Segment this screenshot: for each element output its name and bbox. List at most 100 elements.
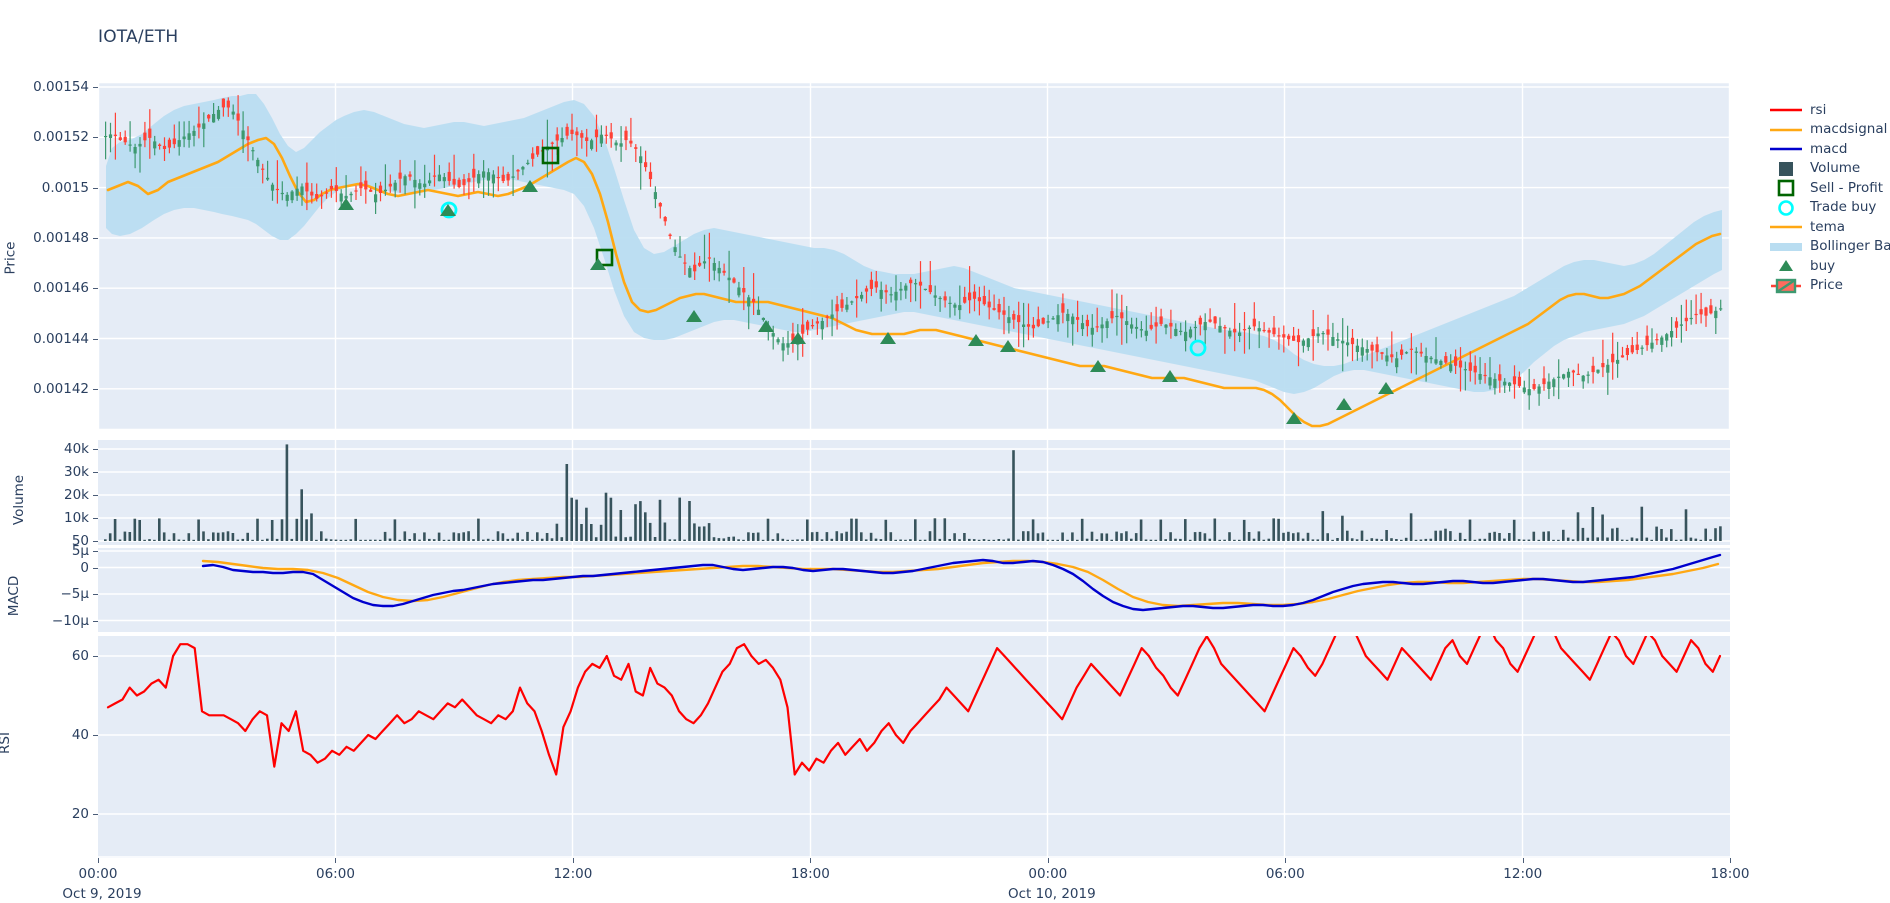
volume-bar: [1316, 539, 1320, 541]
candle-body: [1517, 376, 1521, 386]
volume-bar: [1375, 538, 1379, 541]
candle-body: [629, 140, 633, 144]
volume-bar: [1066, 539, 1069, 541]
candle-body: [452, 178, 456, 185]
volume-bar: [1660, 529, 1663, 541]
volume-bar: [599, 524, 603, 541]
macd-ytick-label: −10μ: [51, 612, 89, 629]
volume-bar: [1238, 539, 1241, 541]
legend[interactable]: rsi macdsignal macd Volume Sell - Profit Trad…: [1766, 100, 1890, 295]
legend-item-volume[interactable]: Volume: [1766, 159, 1890, 179]
legend-item-buy[interactable]: buy: [1766, 256, 1890, 276]
candle-body: [1174, 328, 1178, 336]
candle-body: [393, 182, 397, 191]
legend-item-trade-buy[interactable]: Trade buy: [1766, 198, 1890, 218]
candle-body: [683, 262, 687, 264]
volume-bar: [403, 531, 407, 541]
candle-body: [904, 285, 908, 291]
volume-bar: [1336, 538, 1339, 541]
volume-bar: [1601, 514, 1604, 541]
candle-body: [948, 302, 952, 304]
candle-body: [575, 131, 579, 136]
candle-body: [889, 294, 893, 296]
candle-body: [138, 143, 142, 147]
candle-body: [1296, 335, 1301, 343]
volume-bar: [1557, 539, 1560, 541]
volume-bar: [1105, 533, 1109, 541]
volume-bar: [1670, 529, 1673, 541]
volume-bar: [747, 532, 750, 541]
candle-body: [521, 166, 525, 170]
volume-bar: [756, 532, 760, 541]
candle-body: [604, 134, 608, 136]
volume-bar: [1665, 537, 1668, 541]
volume-bar: [251, 539, 254, 541]
candle-body: [1660, 337, 1664, 345]
volume-bar: [1071, 532, 1074, 541]
candle-body: [290, 191, 294, 201]
volume-bar: [383, 531, 387, 541]
volume-panel: [98, 440, 1730, 545]
volume-bar: [1645, 537, 1649, 541]
legend-item-label: Volume: [1810, 160, 1861, 177]
candle-body: [968, 292, 972, 301]
legend-item-macd[interactable]: macd: [1766, 139, 1890, 159]
candle-body: [226, 100, 230, 108]
candle-body: [987, 301, 991, 308]
candle-body: [1355, 345, 1359, 352]
volume-bar: [1380, 539, 1383, 541]
candle-body: [177, 140, 181, 147]
volume-bar: [536, 532, 539, 541]
candle-body: [776, 339, 780, 343]
candle-body: [383, 189, 387, 192]
volume-bar: [810, 532, 814, 541]
candle-body: [1493, 378, 1497, 388]
volume-bar: [938, 538, 942, 541]
trade-buy-marker: [440, 201, 458, 219]
volume-bar: [727, 536, 731, 541]
volume-bars: [98, 440, 1730, 545]
volume-ytick-mark: [93, 472, 98, 473]
legend-item-bollinger-band[interactable]: Bollinger Band: [1766, 237, 1890, 257]
candle-body: [1076, 317, 1080, 320]
volume-bar: [197, 519, 200, 541]
candle-body: [1267, 330, 1271, 333]
volume-bar: [1586, 537, 1590, 541]
candle-body: [413, 179, 417, 188]
candle-body: [972, 291, 977, 299]
candle-body: [1007, 317, 1011, 324]
candle-body: [1002, 310, 1006, 315]
volume-bar: [315, 539, 318, 541]
candle-body: [202, 123, 206, 129]
candle-body: [1385, 355, 1389, 362]
volume-bar: [1267, 538, 1271, 541]
candle-body: [167, 139, 171, 148]
volume-bar: [236, 539, 240, 541]
candle-body: [172, 138, 176, 145]
candle-body: [516, 169, 520, 172]
legend-item-tema[interactable]: tema: [1766, 217, 1890, 237]
volume-bar: [1674, 539, 1678, 541]
volume-bar: [550, 538, 554, 541]
volume-bar: [1095, 539, 1099, 541]
legend-item-sell-profit[interactable]: Sell - Profit: [1766, 178, 1890, 198]
volume-bar: [658, 499, 662, 541]
legend-item-label: Bollinger Band: [1810, 238, 1890, 255]
candle-body: [1498, 374, 1502, 381]
legend-item-rsi[interactable]: rsi: [1766, 100, 1890, 120]
rsi-line: [106, 636, 1722, 776]
price-ytick-mark: [93, 388, 98, 390]
candle-body: [216, 109, 221, 119]
candle-body: [187, 133, 191, 140]
legend-item-price[interactable]: Price: [1766, 276, 1890, 296]
volume-bar: [698, 526, 701, 541]
legend-item-macdsignal[interactable]: macdsignal: [1766, 120, 1890, 140]
candle-body: [830, 314, 834, 319]
candle-body: [1439, 360, 1443, 365]
volume-bar: [1228, 532, 1231, 541]
volume-bar: [187, 533, 191, 541]
volume-bar: [1689, 537, 1693, 541]
candle-body: [501, 174, 505, 181]
volume-bar: [1331, 539, 1334, 541]
candle-body: [550, 142, 554, 144]
